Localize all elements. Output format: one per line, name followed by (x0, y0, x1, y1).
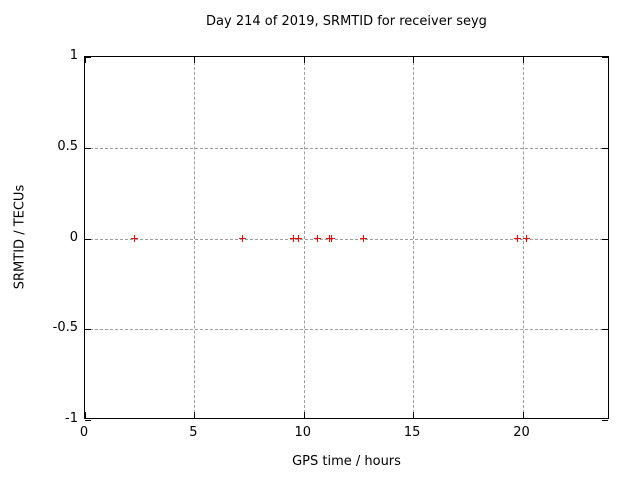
x-tick-label: 0 (79, 425, 89, 440)
x-tick-label: 20 (513, 425, 530, 440)
y-tick-left (85, 147, 91, 149)
x-tick-top (413, 57, 415, 63)
y-tick-right (602, 147, 608, 149)
y-tick-left (85, 420, 91, 421)
y-tick-right (602, 329, 608, 331)
x-tick-label: 10 (294, 425, 312, 440)
x-tick-bottom (303, 412, 305, 418)
x-tick-bottom (85, 412, 86, 418)
x-axis-label: GPS time / hours (292, 454, 401, 469)
x-tick-top (194, 57, 196, 63)
x-tick-bottom (194, 412, 196, 418)
y-tick-left (85, 57, 91, 58)
y-tick-label: -0.5 (52, 320, 78, 336)
data-point-marker (238, 235, 246, 242)
data-point-marker (360, 235, 368, 242)
y-tick-label: 0 (69, 229, 78, 245)
x-tick-top (522, 57, 524, 63)
x-tick-label: 15 (403, 425, 421, 440)
plot-area (84, 56, 609, 421)
data-point-marker (514, 235, 522, 242)
gridline-vertical (303, 57, 305, 418)
gridline-horizontal (85, 238, 608, 240)
x-tick-label: 5 (189, 425, 198, 440)
gridline-vertical (194, 57, 196, 418)
x-tick-top (85, 57, 86, 63)
x-tick-bottom (413, 412, 415, 418)
y-tick-label: -1 (65, 411, 78, 426)
y-tick-right (602, 420, 608, 421)
data-point-marker (523, 235, 531, 242)
data-points-layer (85, 57, 608, 418)
gridline-horizontal (85, 329, 608, 331)
data-point-marker (289, 235, 297, 242)
gridline-horizontal (85, 147, 608, 149)
data-point-marker (294, 235, 302, 242)
data-point-marker (327, 235, 335, 242)
gridline-vertical (413, 57, 415, 418)
data-point-marker (130, 235, 138, 242)
x-tick-top (303, 57, 305, 63)
chart-title: Day 214 of 2019, SRMTID for receiver sey… (206, 14, 487, 29)
y-tick-left (85, 238, 91, 240)
x-tick-bottom (522, 412, 524, 418)
y-tick-right (602, 57, 608, 58)
y-tick-label: 1 (69, 48, 78, 63)
y-tick-left (85, 329, 91, 331)
y-tick-right (602, 238, 608, 240)
y-tick-label: 0.5 (57, 138, 78, 154)
gridline-vertical (522, 57, 524, 418)
data-point-marker (314, 235, 322, 242)
